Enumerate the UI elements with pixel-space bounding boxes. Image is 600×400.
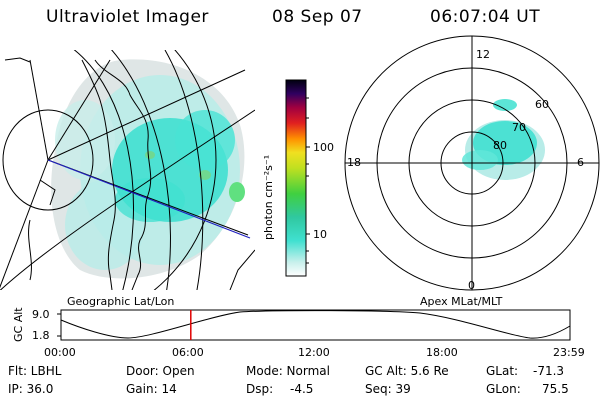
glat-label: GLat:	[486, 364, 519, 378]
mlt-label-12: 12	[476, 48, 490, 61]
gain-value: Gain: 14	[126, 382, 177, 396]
satellite-track	[47, 159, 251, 239]
glon-label: GLon:	[486, 382, 521, 396]
glat-value: -71.3	[533, 364, 565, 378]
colorbar-tick-100: 100	[313, 141, 334, 154]
colorbar-unit-label: photon cm⁻²s⁻¹	[262, 154, 275, 240]
colorbar-tick-10: 10	[313, 228, 327, 241]
geo-caption: Geographic Lat/Lon	[67, 295, 175, 308]
altitude-plot	[57, 309, 571, 341]
mlat-label-60: 60	[535, 98, 549, 111]
ip-value: IP: 36.0	[8, 382, 54, 396]
mode-value: Mode: Normal	[246, 364, 330, 378]
mlt-label-18: 18	[347, 156, 361, 169]
polar-plot	[344, 35, 600, 291]
polar-caption: Apex MLat/MLT	[420, 295, 503, 308]
altitude-y-min: 1.8	[32, 329, 50, 342]
dsp-label: Dsp:	[246, 382, 274, 396]
time-tick-1200: 12:00	[298, 346, 330, 359]
gc-alt-value: GC Alt: 5.6 Re	[365, 364, 449, 378]
altitude-y-max: 9.0	[32, 308, 50, 321]
time-tick-1800: 18:00	[426, 346, 458, 359]
door-value: Door: Open	[126, 364, 195, 378]
dsp-value: -4.5	[290, 382, 314, 396]
mlt-label-6: 6	[577, 156, 584, 169]
geographic-map	[0, 50, 255, 290]
altitude-axis-title: GC Alt	[12, 307, 25, 342]
altitude-curve	[60, 310, 571, 339]
filter-value: Flt: LBHL	[8, 364, 62, 378]
mlt-label-0: 0	[468, 279, 475, 292]
time-tick-0000: 00:00	[44, 346, 76, 359]
seq-value: Seq: 39	[365, 382, 411, 396]
mlat-label-70: 70	[512, 121, 526, 134]
time-tick-2359: 23:59	[553, 346, 585, 359]
app-title: Ultraviolet Imager	[46, 7, 209, 27]
coastline	[4, 57, 255, 290]
header-date: 08 Sep 07	[272, 7, 363, 27]
color-bar	[285, 79, 310, 277]
time-tick-0600: 06:00	[172, 346, 204, 359]
glon-value: 75.5	[542, 382, 569, 396]
mlat-label-80: 80	[493, 139, 507, 152]
header-time: 06:07:04 UT	[430, 7, 541, 27]
